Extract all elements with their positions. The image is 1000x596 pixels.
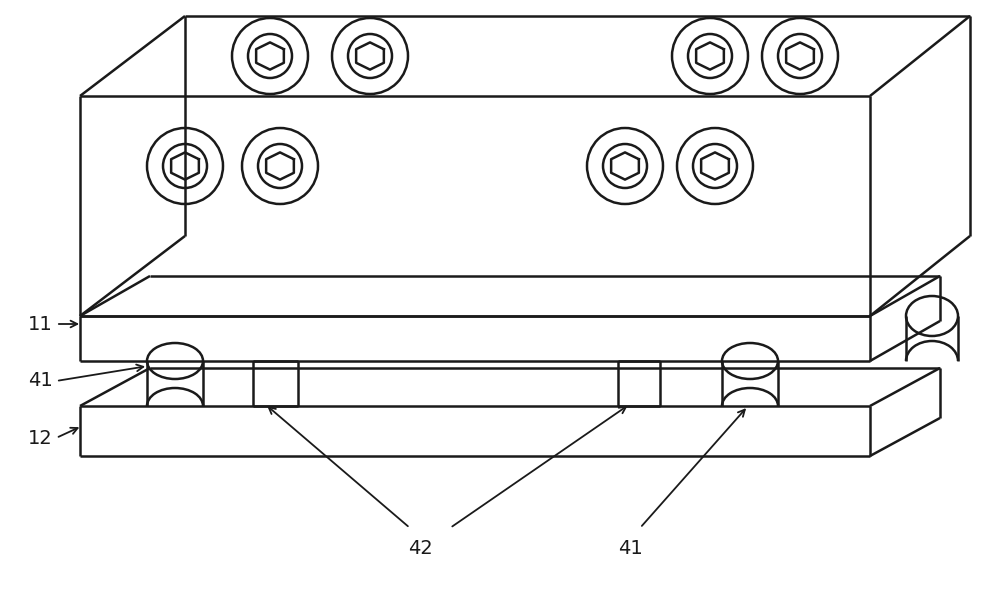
Text: 42: 42 <box>408 539 432 557</box>
Text: 41: 41 <box>618 539 642 557</box>
Text: 12: 12 <box>28 429 53 448</box>
Text: 11: 11 <box>28 315 53 334</box>
Text: 41: 41 <box>28 371 53 390</box>
